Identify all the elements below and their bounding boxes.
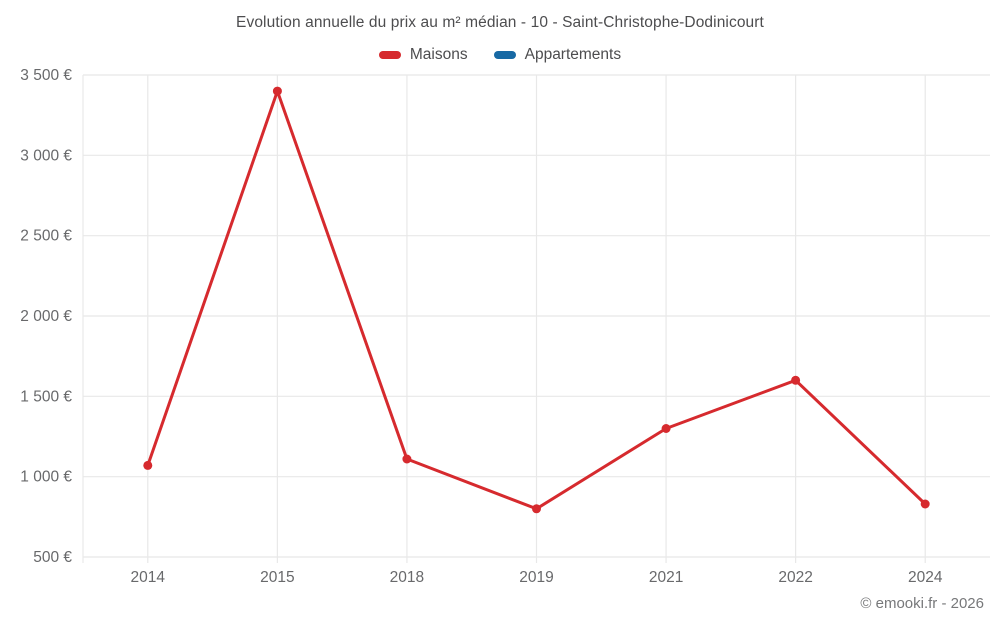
legend-swatch-maisons [378, 51, 401, 59]
data-point[interactable] [920, 499, 930, 509]
data-point[interactable] [532, 504, 541, 514]
axis-tick-labels: 500 € 1 000 € 1 500 € 2 000 € 2 500 € 3 000 €… [20, 67, 943, 586]
y-tick-label: 3 500 € [20, 67, 72, 84]
y-tick-label: 500 € [33, 549, 72, 566]
gridlines [82, 74, 990, 563]
chart-legend: Maisons Appartements [0, 46, 1000, 64]
y-tick-label: 1 500 € [20, 388, 72, 405]
x-tick-label: 2024 [908, 569, 943, 586]
x-tick-label: 2018 [390, 569, 424, 586]
data-point[interactable] [272, 86, 282, 96]
y-tick-label: 3 000 € [20, 147, 72, 164]
legend-label-maisons: Maisons [409, 46, 468, 63]
data-point[interactable] [661, 424, 671, 433]
chart-title: Evolution annuelle du prix au m² médian … [236, 14, 764, 31]
y-tick-label: 2 000 € [20, 308, 72, 325]
legend-swatch-appartements [493, 51, 516, 59]
data-point[interactable] [402, 454, 412, 464]
legend-item-appartements[interactable]: Appartements [493, 46, 622, 64]
series-maisons [143, 86, 930, 514]
x-tick-label: 2022 [778, 569, 812, 586]
x-tick-label: 2021 [649, 569, 683, 586]
y-tick-label: 2 500 € [20, 228, 72, 245]
x-tick-label: 2014 [131, 569, 166, 586]
y-tick-label: 1 000 € [20, 469, 72, 486]
legend-label-appartements: Appartements [524, 46, 622, 63]
legend-item-maisons[interactable]: Maisons [378, 46, 468, 64]
x-tick-label: 2019 [519, 569, 553, 586]
data-point[interactable] [143, 460, 153, 470]
data-point[interactable] [791, 375, 801, 385]
x-tick-label: 2015 [260, 569, 294, 586]
credit-text: © emooki.fr - 2026 [860, 595, 984, 612]
